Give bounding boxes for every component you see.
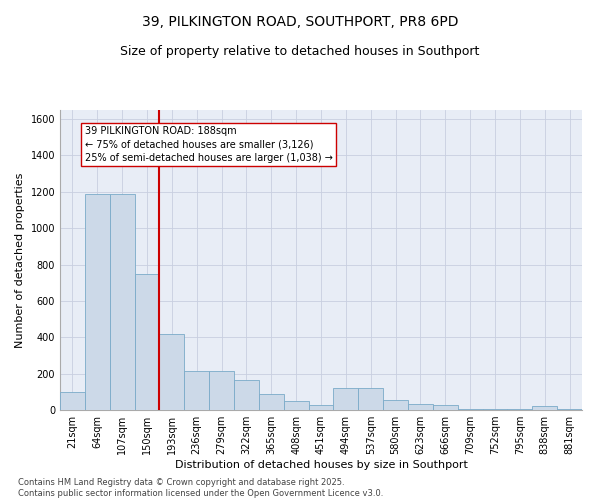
Bar: [508, 409, 532, 410]
Bar: [557, 409, 582, 410]
Text: 39 PILKINGTON ROAD: 188sqm
← 75% of detached houses are smaller (3,126)
25% of s: 39 PILKINGTON ROAD: 188sqm ← 75% of deta…: [85, 126, 333, 163]
Bar: [308, 404, 334, 410]
Bar: [259, 394, 284, 410]
Bar: [482, 409, 508, 410]
Text: 39, PILKINGTON ROAD, SOUTHPORT, PR8 6PD: 39, PILKINGTON ROAD, SOUTHPORT, PR8 6PD: [142, 15, 458, 29]
Bar: [134, 274, 160, 410]
Bar: [184, 371, 209, 410]
Bar: [60, 392, 85, 410]
Bar: [160, 334, 184, 410]
Bar: [358, 388, 383, 410]
Text: Size of property relative to detached houses in Southport: Size of property relative to detached ho…: [121, 45, 479, 58]
Bar: [433, 406, 458, 410]
Y-axis label: Number of detached properties: Number of detached properties: [15, 172, 25, 348]
Bar: [284, 401, 308, 410]
Bar: [234, 380, 259, 410]
Bar: [383, 400, 408, 410]
Bar: [209, 371, 234, 410]
X-axis label: Distribution of detached houses by size in Southport: Distribution of detached houses by size …: [175, 460, 467, 470]
Bar: [85, 194, 110, 410]
Bar: [110, 194, 134, 410]
Text: Contains HM Land Registry data © Crown copyright and database right 2025.
Contai: Contains HM Land Registry data © Crown c…: [18, 478, 383, 498]
Bar: [458, 409, 482, 410]
Bar: [532, 406, 557, 410]
Bar: [408, 404, 433, 410]
Bar: [334, 388, 358, 410]
